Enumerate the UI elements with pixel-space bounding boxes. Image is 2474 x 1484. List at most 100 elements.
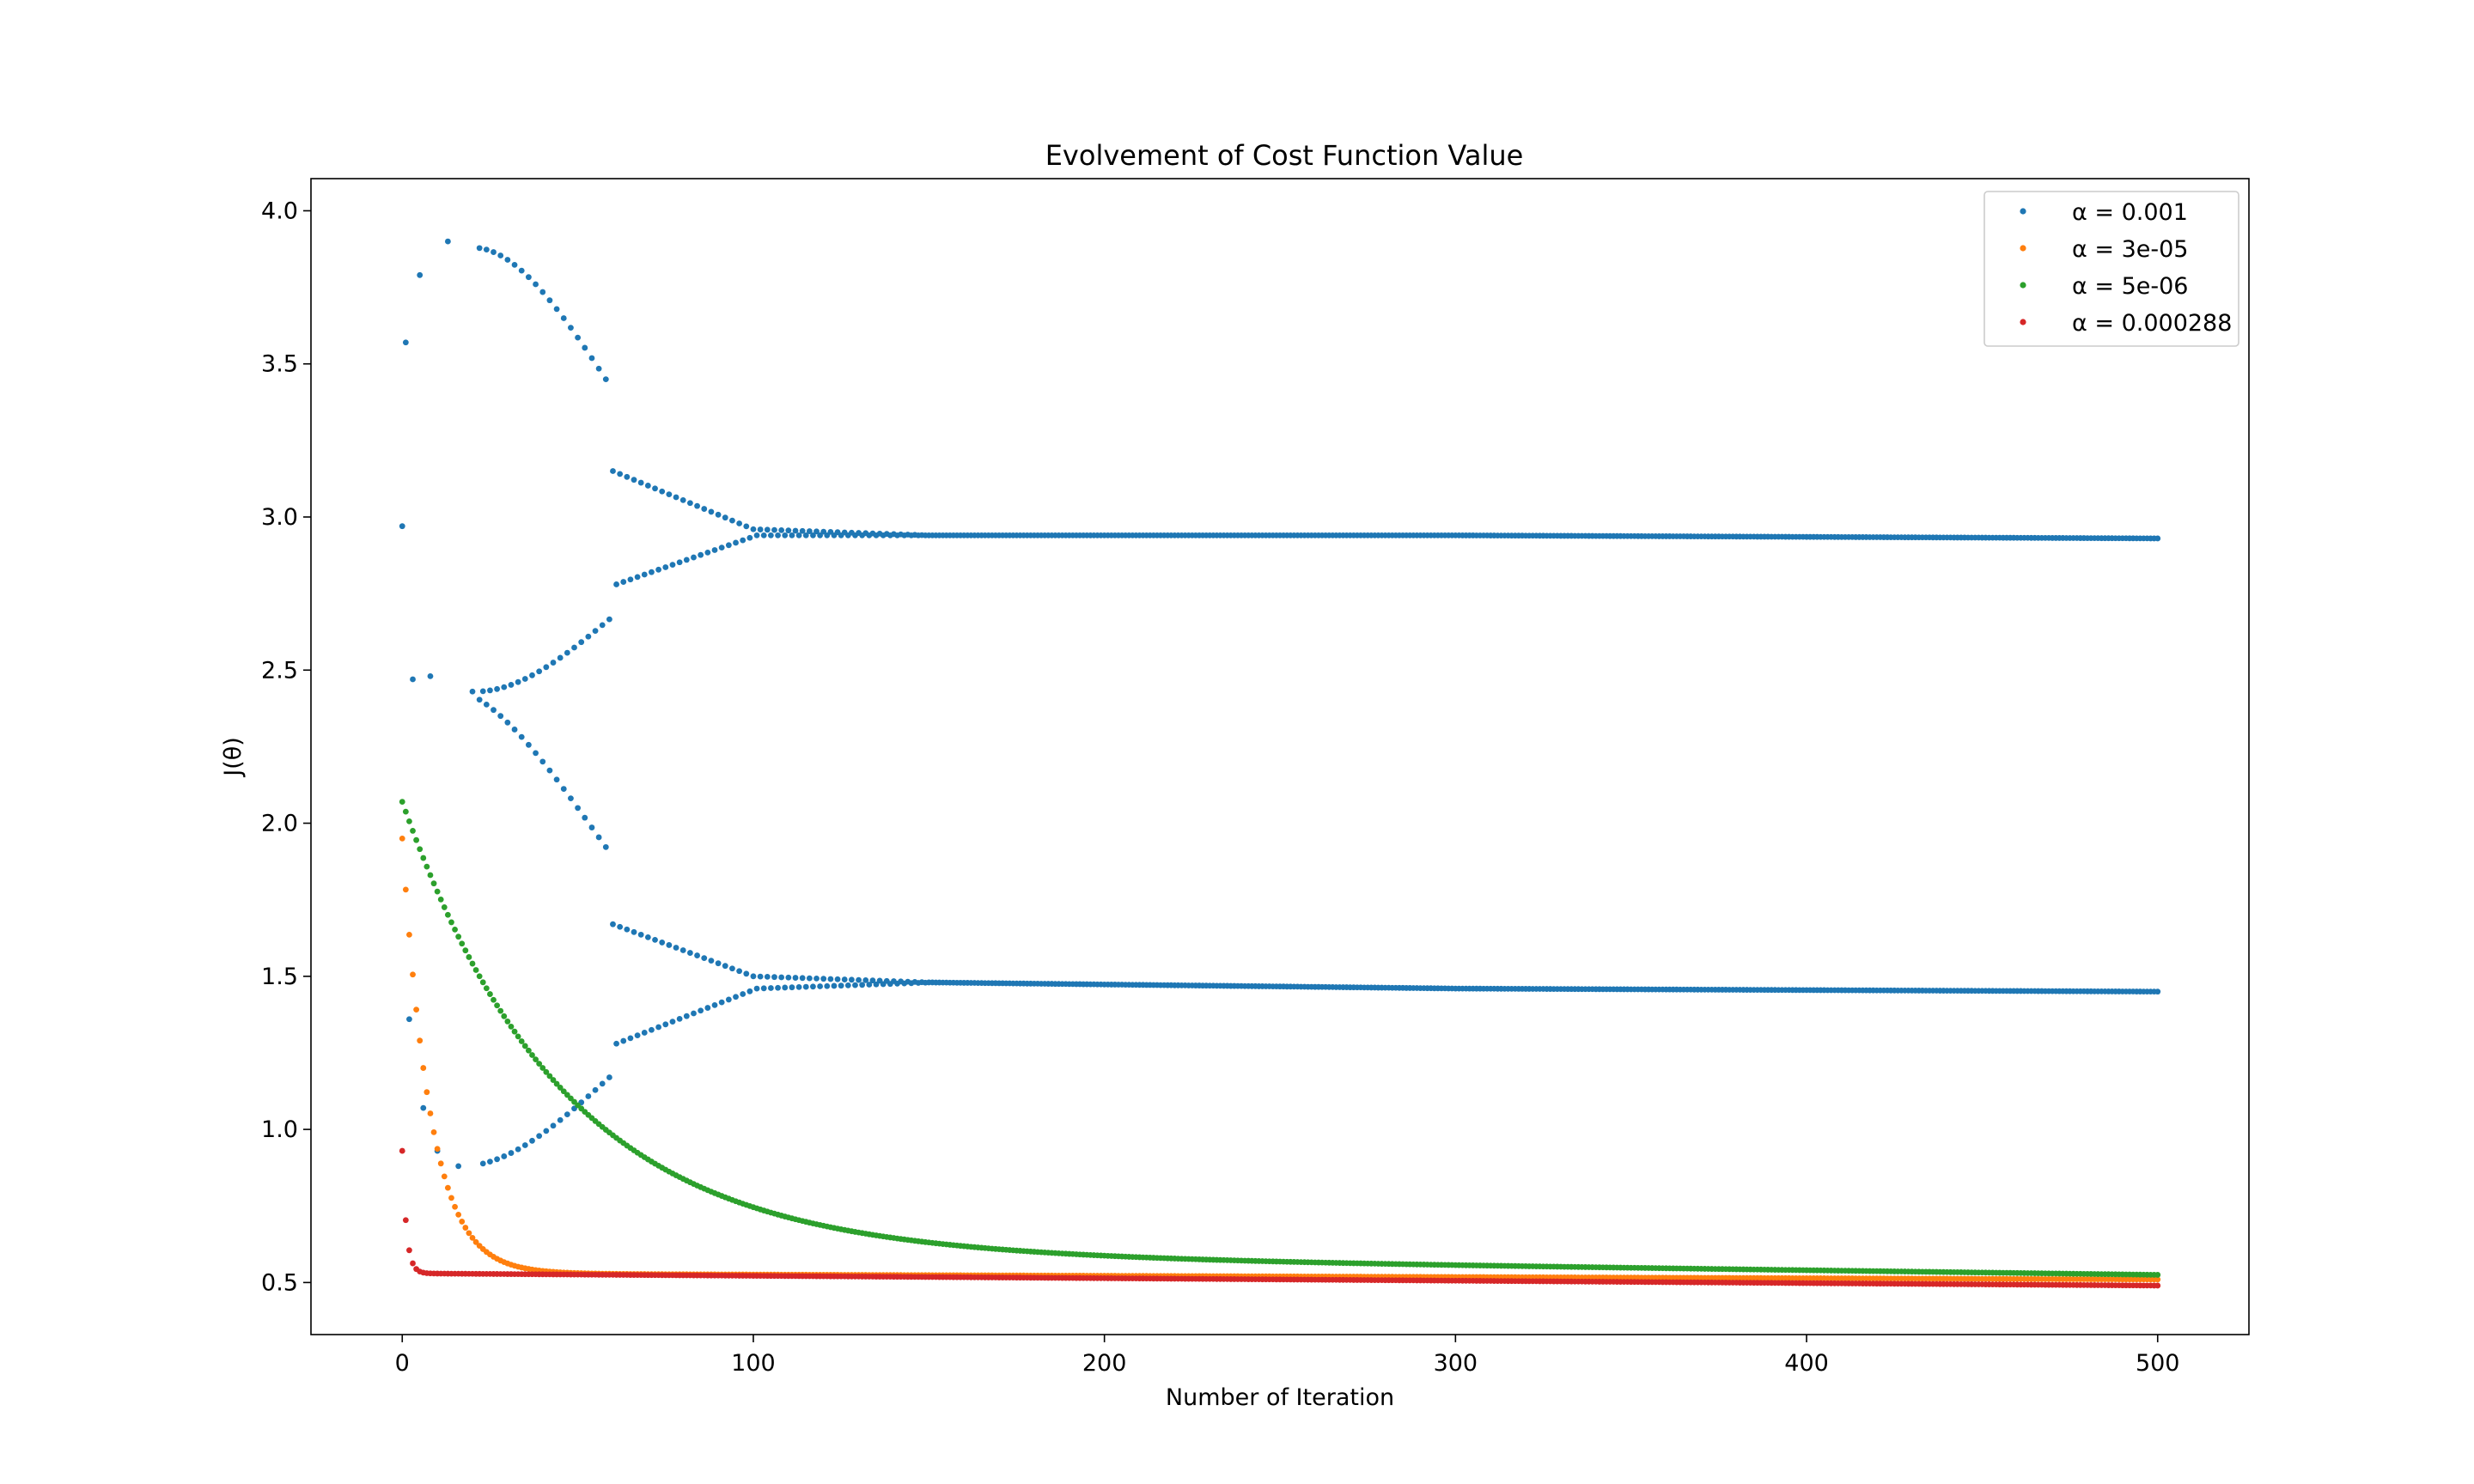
data-point [820, 976, 827, 982]
data-point [606, 616, 612, 623]
data-point [539, 1065, 546, 1071]
data-point [487, 1159, 493, 1165]
data-point [606, 1074, 612, 1080]
data-point [455, 1163, 462, 1170]
data-point [588, 355, 595, 362]
data-point [806, 528, 813, 534]
data-point [494, 1002, 501, 1009]
data-point [585, 633, 592, 640]
data-point [859, 982, 866, 988]
data-point [725, 542, 732, 549]
y-axis-label: J(θ) [220, 737, 247, 778]
x-tick-label: 0 [395, 1350, 410, 1377]
data-point [711, 1001, 718, 1008]
data-point [494, 1156, 501, 1163]
data-point [448, 919, 454, 926]
data-point [585, 1093, 592, 1099]
data-point [694, 502, 700, 509]
data-point [813, 976, 820, 982]
data-point [873, 981, 880, 988]
data-point [813, 528, 820, 535]
chart-title: Evolvement of Cost Function Value [1045, 139, 1524, 172]
data-point [634, 574, 641, 581]
y-tick-label: 2.5 [261, 657, 298, 684]
data-point [792, 975, 799, 981]
data-point [466, 954, 472, 960]
data-point [708, 508, 715, 515]
data-point [592, 1086, 599, 1093]
data-point [550, 1122, 557, 1129]
data-point [476, 973, 483, 980]
data-point [631, 477, 637, 484]
data-point [459, 1219, 466, 1225]
data-point [550, 660, 557, 666]
data-point [775, 984, 781, 991]
data-point [694, 952, 700, 958]
data-point [479, 979, 486, 986]
data-point [497, 252, 504, 258]
data-point [417, 1037, 424, 1044]
data-point [753, 532, 760, 538]
data-point [778, 974, 785, 981]
data-point [406, 1247, 412, 1254]
data-point [533, 281, 539, 288]
data-point [746, 988, 753, 994]
data-point [599, 1080, 606, 1087]
data-point [795, 532, 802, 538]
data-point [518, 733, 525, 740]
data-point [659, 488, 666, 495]
data-point [406, 818, 412, 824]
data-point [437, 896, 444, 903]
data-point [806, 975, 813, 982]
data-point [686, 500, 693, 507]
y-tick-label: 0.5 [261, 1269, 298, 1296]
data-point [557, 654, 564, 661]
data-point [539, 289, 546, 295]
data-point [746, 534, 753, 541]
data-point [476, 245, 483, 252]
data-point [469, 1234, 476, 1241]
data-point [444, 238, 451, 245]
data-point [518, 1038, 525, 1044]
data-point [511, 1028, 518, 1035]
data-point [491, 996, 497, 1003]
y-axis: 0.5 1.0 1.5 2.0 2.5 3.0 3.5 4.0 [261, 198, 311, 1296]
data-point [824, 982, 831, 989]
data-point [487, 991, 493, 997]
data-point [602, 843, 609, 850]
data-point [452, 1203, 458, 1210]
data-point [427, 673, 434, 679]
data-point [686, 950, 693, 956]
data-point [708, 958, 715, 964]
data-point [2154, 1276, 2161, 1283]
data-point [631, 928, 637, 935]
data-point [767, 985, 774, 991]
data-point [466, 1230, 472, 1237]
data-point [652, 937, 658, 943]
data-point [515, 1146, 521, 1153]
data-point [722, 963, 728, 970]
data-point [698, 551, 704, 558]
data-point [659, 940, 666, 946]
data-point [644, 934, 651, 940]
data-point [775, 532, 781, 538]
data-point [560, 786, 567, 792]
data-point [610, 468, 616, 474]
data-point [683, 1013, 690, 1019]
data-point [771, 974, 777, 981]
data-point [402, 886, 409, 893]
data-point [2154, 1282, 2161, 1289]
y-tick-label: 4.0 [261, 198, 298, 224]
data-point [497, 1007, 504, 1014]
data-point [733, 994, 739, 1000]
legend-marker [2020, 282, 2026, 289]
data-point [550, 1077, 557, 1083]
data-point [718, 999, 725, 1006]
data-point [848, 976, 855, 983]
data-point [529, 672, 535, 678]
data-point [539, 758, 546, 765]
data-point [410, 828, 416, 834]
legend-label: α = 3e-05 [2072, 236, 2188, 263]
data-point [736, 520, 743, 526]
